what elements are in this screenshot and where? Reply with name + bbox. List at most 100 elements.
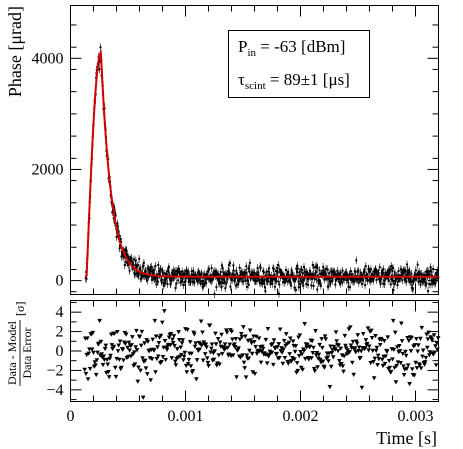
data-point	[374, 267, 377, 270]
data-point	[230, 276, 233, 279]
residual-marker	[435, 336, 441, 341]
data-point	[120, 240, 123, 243]
data-point	[114, 214, 117, 217]
residual-marker	[429, 338, 435, 343]
data-point	[191, 281, 194, 284]
data-point	[225, 282, 228, 285]
data-point	[198, 272, 201, 275]
data-point	[302, 266, 305, 269]
residual-marker	[305, 342, 310, 347]
residual-marker	[274, 351, 280, 357]
data-point	[322, 265, 325, 268]
residual-marker	[307, 344, 313, 349]
data-point	[381, 269, 384, 272]
residual-marker	[355, 333, 361, 338]
data-point	[137, 274, 140, 277]
data-point	[436, 269, 439, 272]
data-point	[197, 271, 200, 274]
data-point	[144, 269, 147, 272]
residual-marker	[203, 342, 209, 347]
data-point	[113, 206, 116, 209]
residual-marker	[117, 339, 123, 344]
residual-marker	[330, 355, 336, 360]
residual-marker	[358, 349, 364, 354]
data-point	[353, 280, 356, 283]
residual-marker	[177, 338, 182, 343]
data-point	[280, 271, 283, 274]
residual-marker	[349, 345, 354, 351]
data-point	[307, 283, 310, 286]
residual-marker	[311, 366, 317, 372]
residual-marker	[282, 355, 288, 361]
legend-tau-sub: scint	[245, 80, 266, 92]
data-point	[383, 279, 386, 282]
data-point	[125, 254, 128, 257]
data-point	[421, 278, 424, 281]
data-point	[160, 278, 163, 281]
data-point	[208, 268, 211, 271]
residual-marker	[329, 351, 335, 356]
data-point	[220, 280, 223, 283]
residual-points	[82, 309, 441, 400]
residual-marker	[424, 332, 429, 337]
residual-marker	[98, 339, 104, 344]
residual-marker	[333, 330, 339, 335]
data-point	[379, 280, 382, 283]
data-point	[321, 271, 324, 274]
data-point	[427, 270, 430, 273]
data-point	[351, 276, 354, 279]
data-point	[135, 265, 138, 268]
data-point	[390, 277, 393, 280]
residual-marker	[352, 346, 358, 351]
data-point	[217, 282, 220, 285]
data-point	[405, 280, 408, 283]
data-point	[158, 269, 161, 272]
residual-marker	[371, 376, 377, 381]
bottom-y-tick-label: 2	[56, 324, 64, 341]
data-point	[281, 274, 284, 277]
data-point	[341, 281, 344, 284]
residual-marker	[159, 359, 164, 365]
data-point	[167, 268, 170, 271]
residual-marker	[358, 355, 363, 361]
data-point	[324, 272, 327, 275]
residual-marker	[431, 333, 437, 338]
residual-marker	[136, 365, 141, 370]
data-point	[300, 268, 303, 271]
residual-marker	[194, 358, 200, 363]
data-point	[287, 273, 290, 276]
residual-marker	[374, 345, 380, 350]
residual-marker	[326, 351, 332, 356]
data-point	[293, 286, 296, 289]
data-point	[127, 264, 130, 267]
residual-marker	[238, 355, 243, 360]
data-point	[339, 271, 342, 274]
data-point	[390, 274, 393, 277]
residual-marker	[401, 373, 407, 378]
data-point	[316, 288, 319, 291]
data-point	[204, 277, 207, 280]
bottom-ticks: −4 −2 0 2 4 0 0.001 0.002 0.003	[46, 5, 439, 425]
data-point	[334, 278, 337, 281]
data-point	[305, 271, 308, 274]
residual-marker	[127, 348, 132, 353]
residual-marker	[309, 356, 314, 361]
residual-marker	[425, 337, 431, 342]
data-point	[148, 272, 151, 275]
data-point	[426, 269, 429, 272]
data-point	[238, 277, 241, 280]
data-point	[123, 264, 126, 267]
data-point	[312, 273, 315, 276]
data-point	[129, 259, 132, 262]
data-point	[142, 264, 145, 267]
data-point	[306, 278, 309, 281]
data-point	[296, 267, 299, 270]
data-point	[228, 271, 231, 274]
data-point	[248, 270, 251, 273]
data-point	[272, 267, 275, 270]
data-point	[244, 271, 247, 274]
data-point	[253, 271, 256, 274]
data-point	[418, 280, 421, 283]
data-point	[317, 280, 320, 283]
